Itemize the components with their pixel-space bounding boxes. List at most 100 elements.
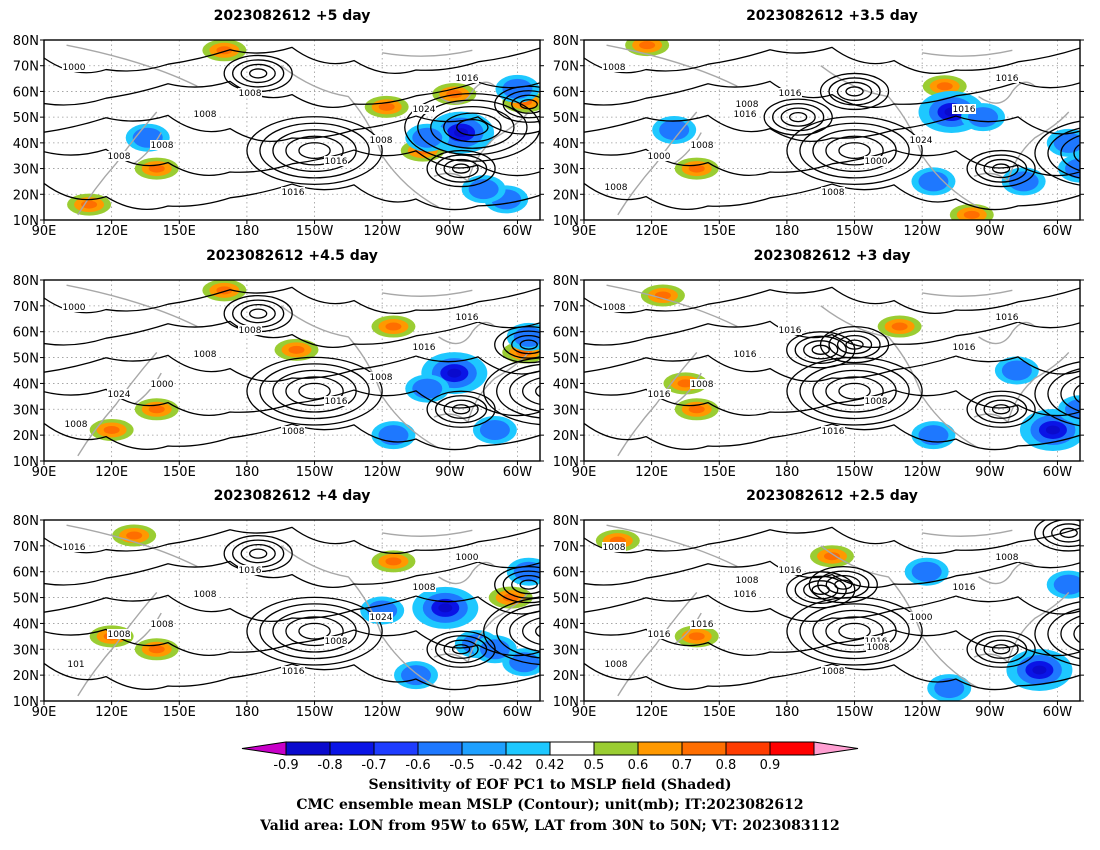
panel-frame [43,519,541,702]
isobar-low [502,330,540,359]
colorbar-segment [461,741,507,756]
contour-label-bg [909,135,933,145]
isobar-low [232,59,285,88]
isobar-wave [584,628,1080,657]
isobar-high [825,135,884,166]
contour-label: 1016 [996,313,1019,323]
lon-tick-label: 60W [503,705,533,720]
colorbar-triangle-min [241,741,287,756]
lon-tick-label: 120E [635,465,668,480]
contour-label-bg [821,666,845,676]
isobar-low [494,325,540,364]
panel-plot-area: 1008101610161008101610081016101610161000… [584,520,1080,701]
contour-label-bg [909,612,933,622]
coastline-north-america-west [820,65,979,208]
axis-ticks: 10N 20N 30N 40N 50N 60N 70N 80N 90E 120E 150E 180 15… [553,514,1084,720]
lat-tick-label: 10N [553,214,579,229]
colorbar-segment [329,741,375,756]
colorbar-segment [285,741,331,756]
isobar-low [451,404,471,415]
isobar-high [509,370,540,412]
contour-label-bg [647,151,671,161]
isobar-low [763,98,833,136]
isobar-high [1073,143,1080,163]
negative-sensitivity-shading [1032,665,1047,675]
lon-tick-label: 120E [635,224,668,239]
lat-tick-label: 80N [553,514,579,529]
lat-tick-label: 70N [13,540,39,555]
lon-tick-label: 150W [296,705,334,720]
isobar-high [799,363,910,420]
isobar-wave [44,560,540,589]
contour-label-bg [281,666,305,676]
panel-plot-area: 1016 1008 1008 1000 1008 1016 1008 1008 1016 1024… [44,520,540,701]
coastline-hudson-bay [438,321,496,345]
isobar-low [794,575,847,604]
contour-label: 1008 [194,350,217,360]
positive-sensitivity-shading [639,41,656,50]
isobar-wave [584,114,1080,143]
panel-frame [43,279,541,462]
contour-label: 1008 [239,326,262,336]
positive-sensitivity-shading [148,164,165,173]
isobar-high [1073,624,1080,644]
contour-label: 1000 [910,613,933,623]
contour-label: 1016 [456,74,479,84]
contour-label-bg [995,312,1019,322]
contour-label: 1008 [239,89,262,99]
isobar-wave [44,286,540,315]
lat-tick-label: 70N [553,540,579,555]
negative-sensitivity-shading [911,561,942,582]
lon-tick-label: 60W [1043,465,1073,480]
isobar-wave [584,354,1080,383]
isobar-wave [44,46,540,75]
lat-tick-label: 70N [553,60,579,75]
lat-tick-label: 60N [13,566,39,581]
isobar-low [780,107,816,127]
lon-tick-label: 90W [975,705,1005,720]
colorbar: -0.9 -0.8 -0.7 -0.6 -0.5 -0.42 0.42 0.5 0.6 0.7 0.… [241,741,859,773]
contour-label-bg [455,552,479,562]
coastline-hudson-bay [438,561,496,585]
isobar-high [246,596,383,666]
coastline-north-america-east [973,591,1070,664]
positive-sensitivity-shading [385,557,402,566]
isobar-low [511,334,540,355]
isobar-wave [584,182,1080,211]
contour-label-bg [238,88,262,98]
contour-label-bg [150,140,174,150]
contour-label-bg [778,325,802,335]
contour-label: 1024 [370,613,393,623]
isobar-wave [44,320,540,349]
map-panel-6: 2023082612 +2.5 day100810161016100810161… [553,488,1084,720]
isobar-high [799,603,910,660]
lon-tick-label: 180 [234,465,259,480]
colorbar-triangle-max [813,741,859,756]
isobar-high [496,363,540,419]
map-panel-5: 2023082612 +4 day 10161008100810001008101… [13,488,544,720]
coastline-japan [133,132,162,165]
contour-label-bg [602,302,626,312]
colorbar-segment [417,741,463,756]
panel-plot-area: 1000 1008 1016 1016 1008 1016 1024 1008 1008 1008 [44,40,540,220]
isobar-low [502,90,540,119]
coastline-east-asia [617,351,698,457]
coastline-hudson-bay [978,561,1036,585]
coastline-north-america-west [280,65,439,208]
mslp-contours [584,46,1080,211]
lat-tick-label: 30N [553,643,579,658]
isobar-low [443,158,479,179]
panel-title: 2023082612 +4 day [214,488,371,504]
lat-tick-label: 80N [553,34,579,49]
contour-label-bg [733,109,757,119]
contour-label-bg [952,582,976,592]
isobar-low [451,644,471,655]
coastline-arctic-islands [382,49,473,57]
contour-label-bg [778,565,802,575]
coastline-japan [673,132,702,165]
isobar-wave [44,526,540,555]
coastline-north-america-east [433,111,530,183]
contour-label-bg [733,589,757,599]
contour-label-bg [62,302,86,312]
lon-tick-label: 150E [703,224,736,239]
